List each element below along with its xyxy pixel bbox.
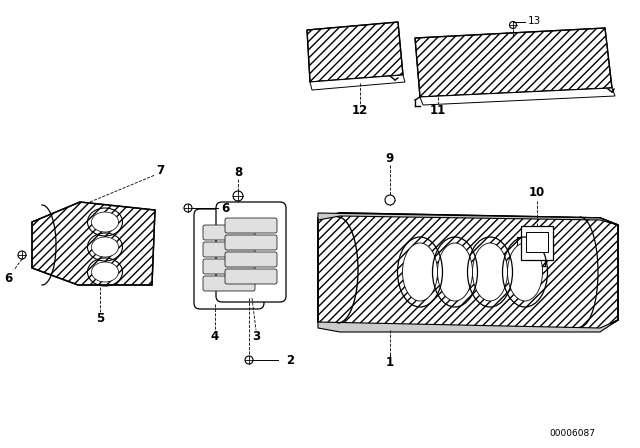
FancyBboxPatch shape — [216, 202, 286, 302]
Polygon shape — [310, 75, 405, 90]
Ellipse shape — [438, 243, 472, 301]
Text: 3: 3 — [252, 331, 260, 344]
FancyBboxPatch shape — [203, 276, 255, 291]
Text: 6: 6 — [221, 202, 229, 215]
Ellipse shape — [403, 243, 438, 301]
Circle shape — [385, 195, 395, 205]
Polygon shape — [318, 320, 618, 332]
FancyBboxPatch shape — [203, 225, 255, 240]
FancyBboxPatch shape — [203, 242, 255, 257]
Polygon shape — [307, 22, 403, 82]
FancyBboxPatch shape — [225, 269, 277, 284]
Polygon shape — [318, 213, 618, 225]
Polygon shape — [420, 88, 615, 105]
Text: 4: 4 — [211, 331, 219, 344]
Polygon shape — [318, 213, 618, 330]
Ellipse shape — [508, 243, 543, 301]
Text: 8: 8 — [234, 165, 242, 178]
FancyBboxPatch shape — [225, 235, 277, 250]
Text: 10: 10 — [529, 186, 545, 199]
Text: 12: 12 — [352, 103, 368, 116]
Text: 11: 11 — [430, 103, 446, 116]
FancyBboxPatch shape — [225, 252, 277, 267]
Polygon shape — [521, 226, 553, 260]
Text: 7: 7 — [156, 164, 164, 177]
Text: 5: 5 — [96, 311, 104, 324]
Text: 13: 13 — [527, 16, 541, 26]
FancyBboxPatch shape — [203, 259, 255, 274]
Polygon shape — [415, 28, 612, 97]
Polygon shape — [526, 232, 548, 252]
Text: 2: 2 — [286, 353, 294, 366]
Polygon shape — [32, 202, 155, 285]
Text: 00006087: 00006087 — [549, 429, 595, 438]
Ellipse shape — [92, 262, 118, 282]
Ellipse shape — [92, 237, 118, 257]
Text: 9: 9 — [386, 151, 394, 164]
FancyBboxPatch shape — [225, 218, 277, 233]
FancyBboxPatch shape — [194, 209, 264, 309]
Ellipse shape — [472, 243, 508, 301]
Ellipse shape — [92, 212, 118, 232]
Text: 6: 6 — [4, 271, 12, 284]
Text: 1: 1 — [386, 357, 394, 370]
